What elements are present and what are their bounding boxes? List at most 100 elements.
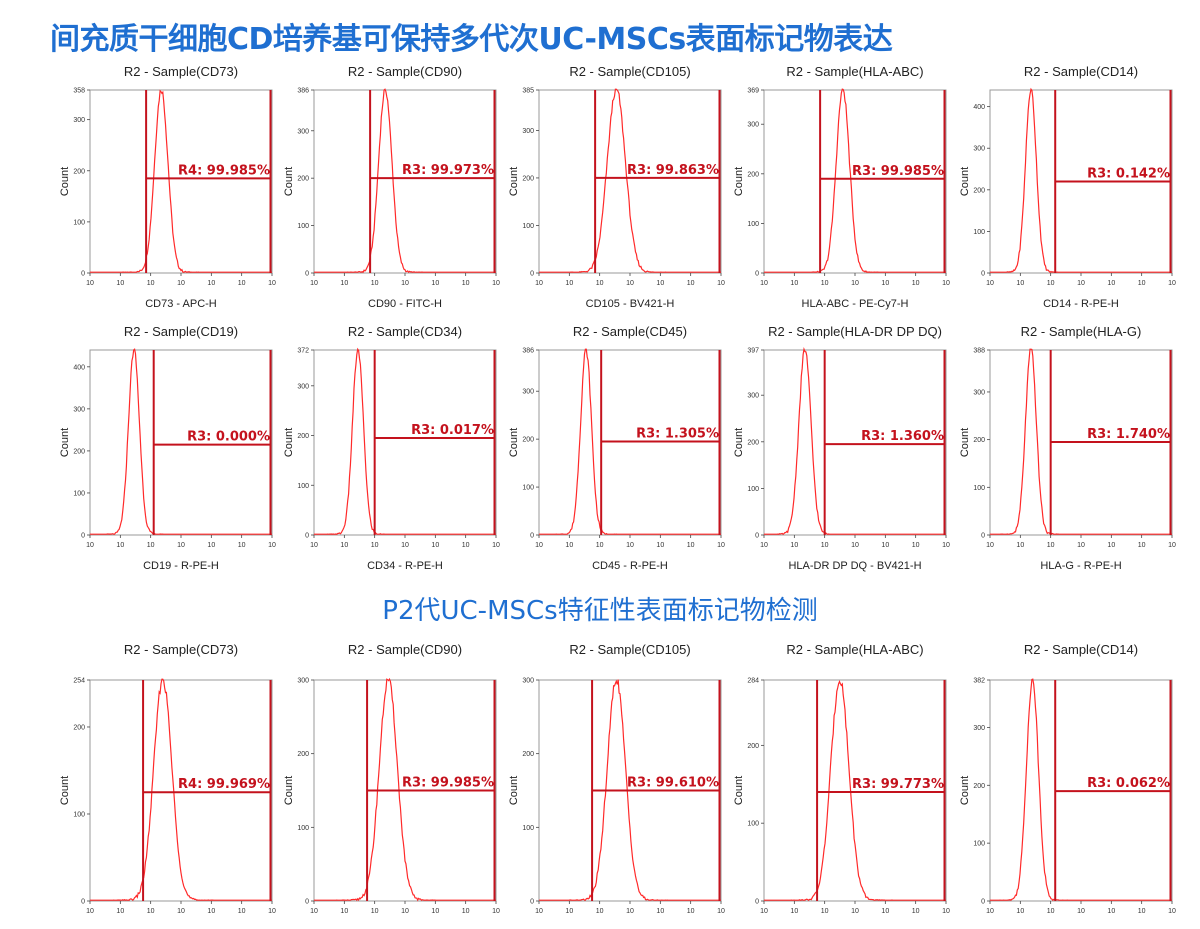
x-tick-label: 10 [986,542,994,549]
histogram-panel: R2 - Sample(HLA-G) 0 100 200 300 388 10 10 10 10 1… [948,322,1176,577]
x-tick-label: 10 [821,542,829,549]
histogram-panel: R2 - Sample(HLA-ABC) 0 100 200 300 369 10 10 10 1… [722,62,950,317]
x-axis-label: CD34 - R-PE-H [367,560,443,572]
y-tick-label: 400 [973,104,985,111]
x-tick-label: 10 [371,908,379,915]
x-tick-label: 10 [942,542,950,549]
x-tick-label: 10 [268,280,276,287]
y-tick-label: 300 [973,725,985,732]
x-axis-label: HLA-ABC - PE-Cy7-H [802,298,909,310]
x-tick-label: 10 [851,542,859,549]
y-tick-label: 100 [73,219,85,226]
histogram-series [539,88,721,273]
x-tick-label: 10 [1168,542,1176,549]
histogram-series [90,678,272,902]
y-tick-label: 358 [73,88,85,95]
x-tick-label: 10 [462,908,470,915]
x-tick-label: 10 [760,280,768,287]
y-tick-label: 388 [973,348,985,355]
x-tick-label: 10 [687,908,695,915]
x-tick-label: 10 [86,908,94,915]
histogram-series [314,677,496,902]
y-tick-label: 100 [73,811,85,818]
y-tick-label: 100 [522,485,534,492]
x-tick-label: 10 [116,908,124,915]
x-tick-label: 10 [462,280,470,287]
y-tick-label: 397 [747,348,759,355]
histogram-series [990,678,1172,902]
y-tick-label: 254 [73,678,85,685]
x-tick-label: 10 [1077,280,1085,287]
plot-frame [89,679,273,902]
x-tick-label: 10 [238,542,246,549]
histogram-svg: R2 - Sample(HLA-ABC) 0 100 200 300 369 10 10 10 1… [733,64,950,310]
histogram-panel: R2 - Sample(CD14) 0 100 200 300 382 10 10 10 10 10… [948,640,1176,929]
histogram-panel: R2 - Sample(CD105) 0 100 200 300 385 10 10 10 10 1… [497,62,725,317]
x-tick-label: 10 [371,280,379,287]
histogram-panel: R2 - Sample(CD45) 0 100 200 300 386 10 10 10 10 10… [497,322,725,577]
y-tick-label: 0 [755,899,759,906]
gate-percentage-label: R3: 0.017% [411,423,494,438]
x-tick-label: 10 [431,280,439,287]
y-tick-label: 200 [747,171,759,178]
x-tick-label: 10 [1107,542,1115,549]
x-tick-label: 10 [881,542,889,549]
y-tick-label: 100 [522,825,534,832]
x-tick-label: 10 [986,908,994,915]
y-tick-label: 200 [747,743,759,750]
histogram-series [314,88,496,274]
x-tick-label: 10 [790,908,798,915]
y-tick-label: 0 [81,533,85,540]
histogram-svg: R2 - Sample(CD73) 0 100 200 254 10 10 10 10 10 10 1… [59,642,276,915]
y-tick-label: 100 [973,841,985,848]
y-tick-label: 369 [747,88,759,95]
histogram-panel: R2 - Sample(CD90) 0 100 200 300 10 10 10 10 10 10 1… [272,640,500,929]
x-tick-label: 10 [535,542,543,549]
x-tick-label: 10 [656,280,664,287]
y-tick-label: 200 [297,433,309,440]
plot-frame [89,349,273,536]
gate-percentage-label: R3: 99.973% [402,163,494,178]
y-tick-label: 0 [305,271,309,278]
x-tick-label: 10 [1107,908,1115,915]
gate-percentage-label: R3: 0.000% [187,430,270,445]
x-tick-label: 10 [1047,280,1055,287]
histogram-panel: R2 - Sample(CD73) 0 100 200 254 10 10 10 10 10 10 1… [48,640,276,929]
y-axis-label: Count [733,776,745,805]
x-tick-label: 10 [1047,908,1055,915]
y-tick-label: 0 [81,271,85,278]
histogram-svg: R2 - Sample(HLA-G) 0 100 200 300 388 10 10 10 10 1… [959,324,1176,572]
histogram-panel: R2 - Sample(CD19) 0 100 200 300 400 10 10 10 10 10… [48,322,276,577]
x-axis-label: CD19 - R-PE-H [143,560,219,572]
gate-percentage-label: R3: 1.740% [1087,427,1170,442]
x-tick-label: 10 [717,542,725,549]
chart-title: R2 - Sample(CD45) [573,324,687,339]
x-axis-label: CD45 - R-PE-H [592,560,668,572]
x-tick-label: 10 [687,542,695,549]
x-tick-label: 10 [268,908,276,915]
x-tick-label: 10 [881,280,889,287]
histogram-panel: R2 - Sample(HLA-DR DP DQ) 0 100 200 300 397 10… [722,322,950,577]
x-axis-label: HLA-DR DP DQ - BV421-H [788,560,921,572]
y-tick-label: 400 [73,364,85,371]
histogram-series [764,88,946,273]
y-tick-label: 200 [522,751,534,758]
x-axis-label: CD90 - FITC-H [368,298,442,310]
gate-percentage-label: R3: 99.863% [627,163,719,178]
y-axis-label: Count [59,167,71,196]
histogram-panel: R2 - Sample(CD34) 0 100 200 300 372 10 10 10 10 10… [272,322,500,577]
histogram-panel: R2 - Sample(CD90) 0 100 200 300 386 10 10 10 10 10… [272,62,500,317]
x-tick-label: 10 [851,908,859,915]
y-tick-label: 100 [973,485,985,492]
x-tick-label: 10 [565,542,573,549]
chart-title: R2 - Sample(HLA-DR DP DQ) [768,324,942,339]
x-tick-label: 10 [912,280,920,287]
histogram-svg: R2 - Sample(CD105) 0 100 200 300 385 10 10 10 10 1… [508,64,725,310]
x-tick-label: 10 [310,280,318,287]
x-tick-label: 10 [565,280,573,287]
chart-title: R2 - Sample(CD73) [124,642,238,657]
x-tick-label: 10 [821,280,829,287]
chart-title: R2 - Sample(CD90) [348,642,462,657]
x-tick-label: 10 [207,280,215,287]
histogram-series [764,347,946,536]
